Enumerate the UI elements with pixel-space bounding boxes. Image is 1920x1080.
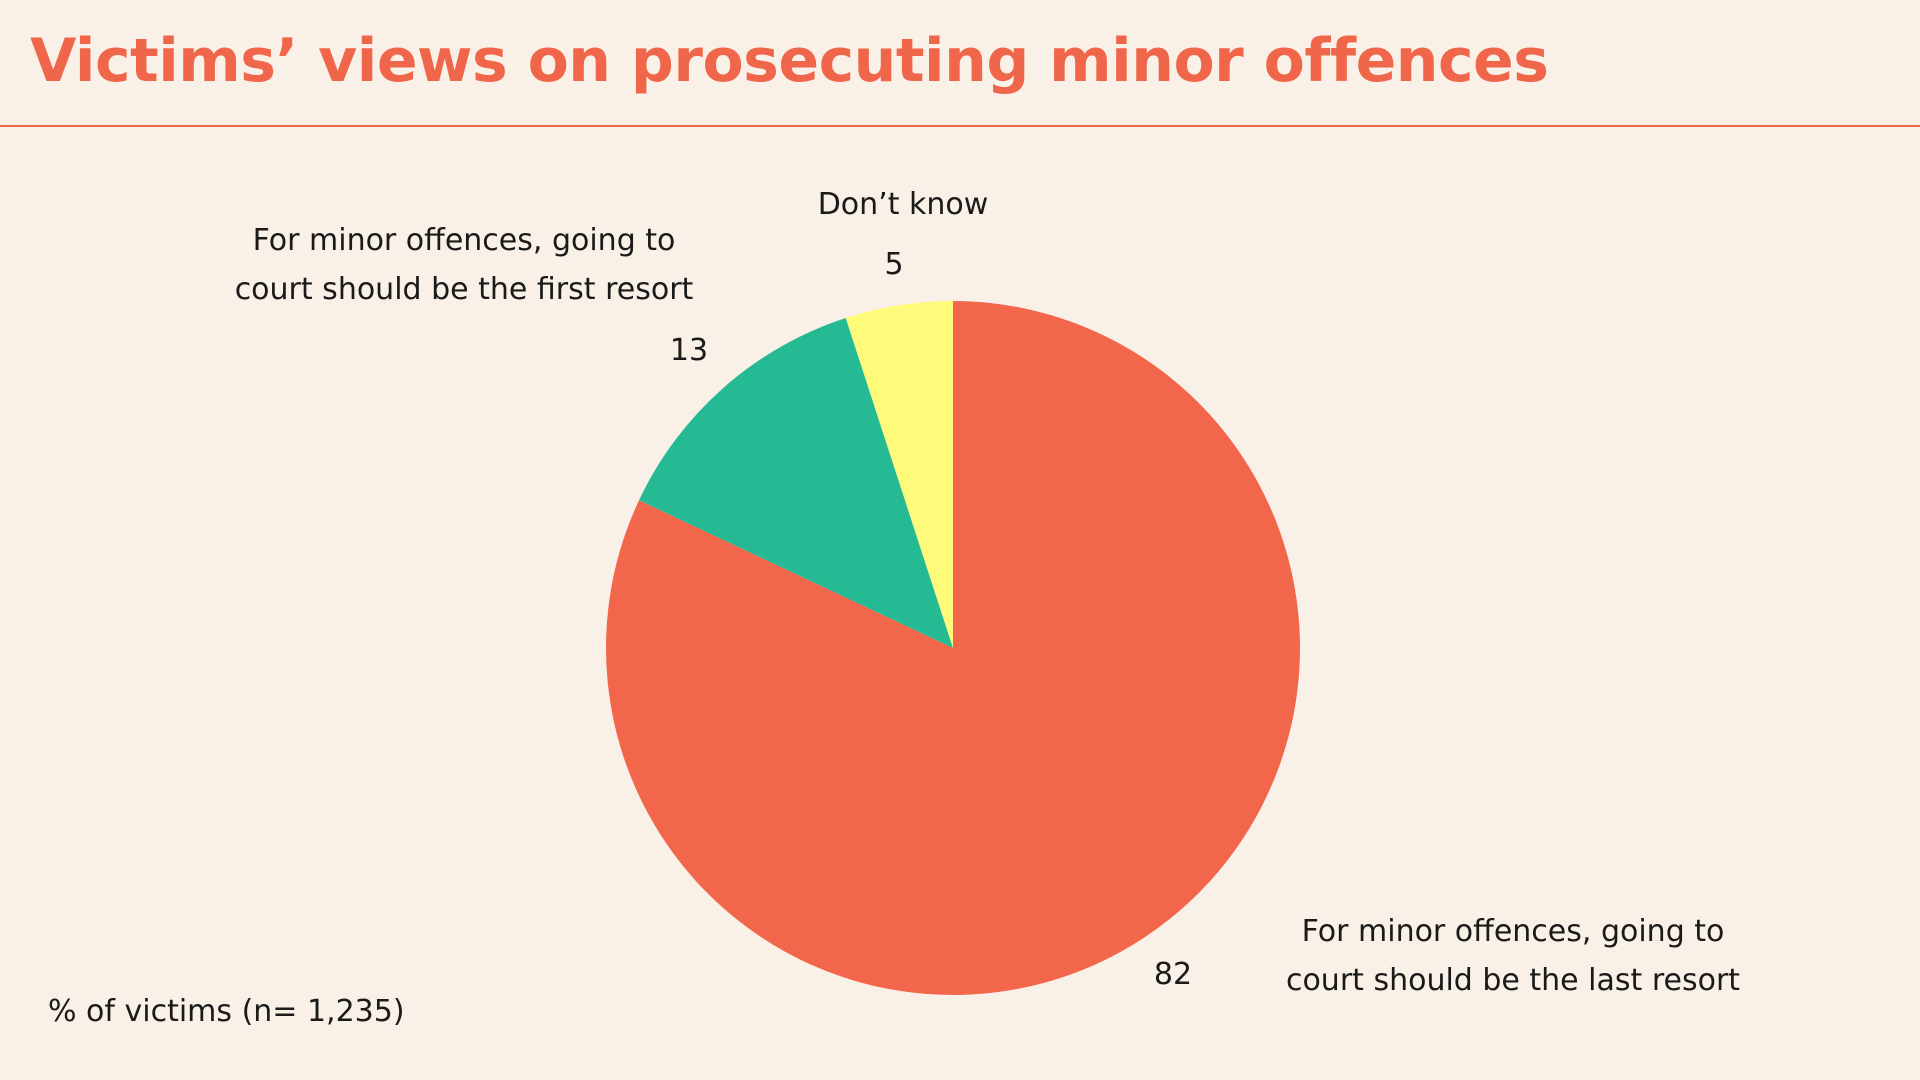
chart-title: Victims’ views on prosecuting minor offe… — [30, 26, 1549, 96]
slice-value-first-resort: 13 — [669, 333, 709, 368]
slice-label-first-resort: For minor offences, going to court shoul… — [234, 223, 694, 307]
pie-slice-last-resort — [606, 301, 1301, 996]
slice-value-last-resort: 82 — [1153, 957, 1193, 992]
slice-label-last-resort: For minor offences, going to court shoul… — [1285, 914, 1741, 998]
slice-value-dont-know: 5 — [884, 247, 904, 282]
pie-slice-first-resort — [639, 317, 953, 648]
title-divider — [0, 125, 1920, 127]
slice-label-dont-know: Don’t know — [817, 187, 989, 222]
chart-footnote: % of victims (n= 1,235) — [48, 994, 405, 1029]
pie-slice-dont-know — [845, 301, 953, 648]
